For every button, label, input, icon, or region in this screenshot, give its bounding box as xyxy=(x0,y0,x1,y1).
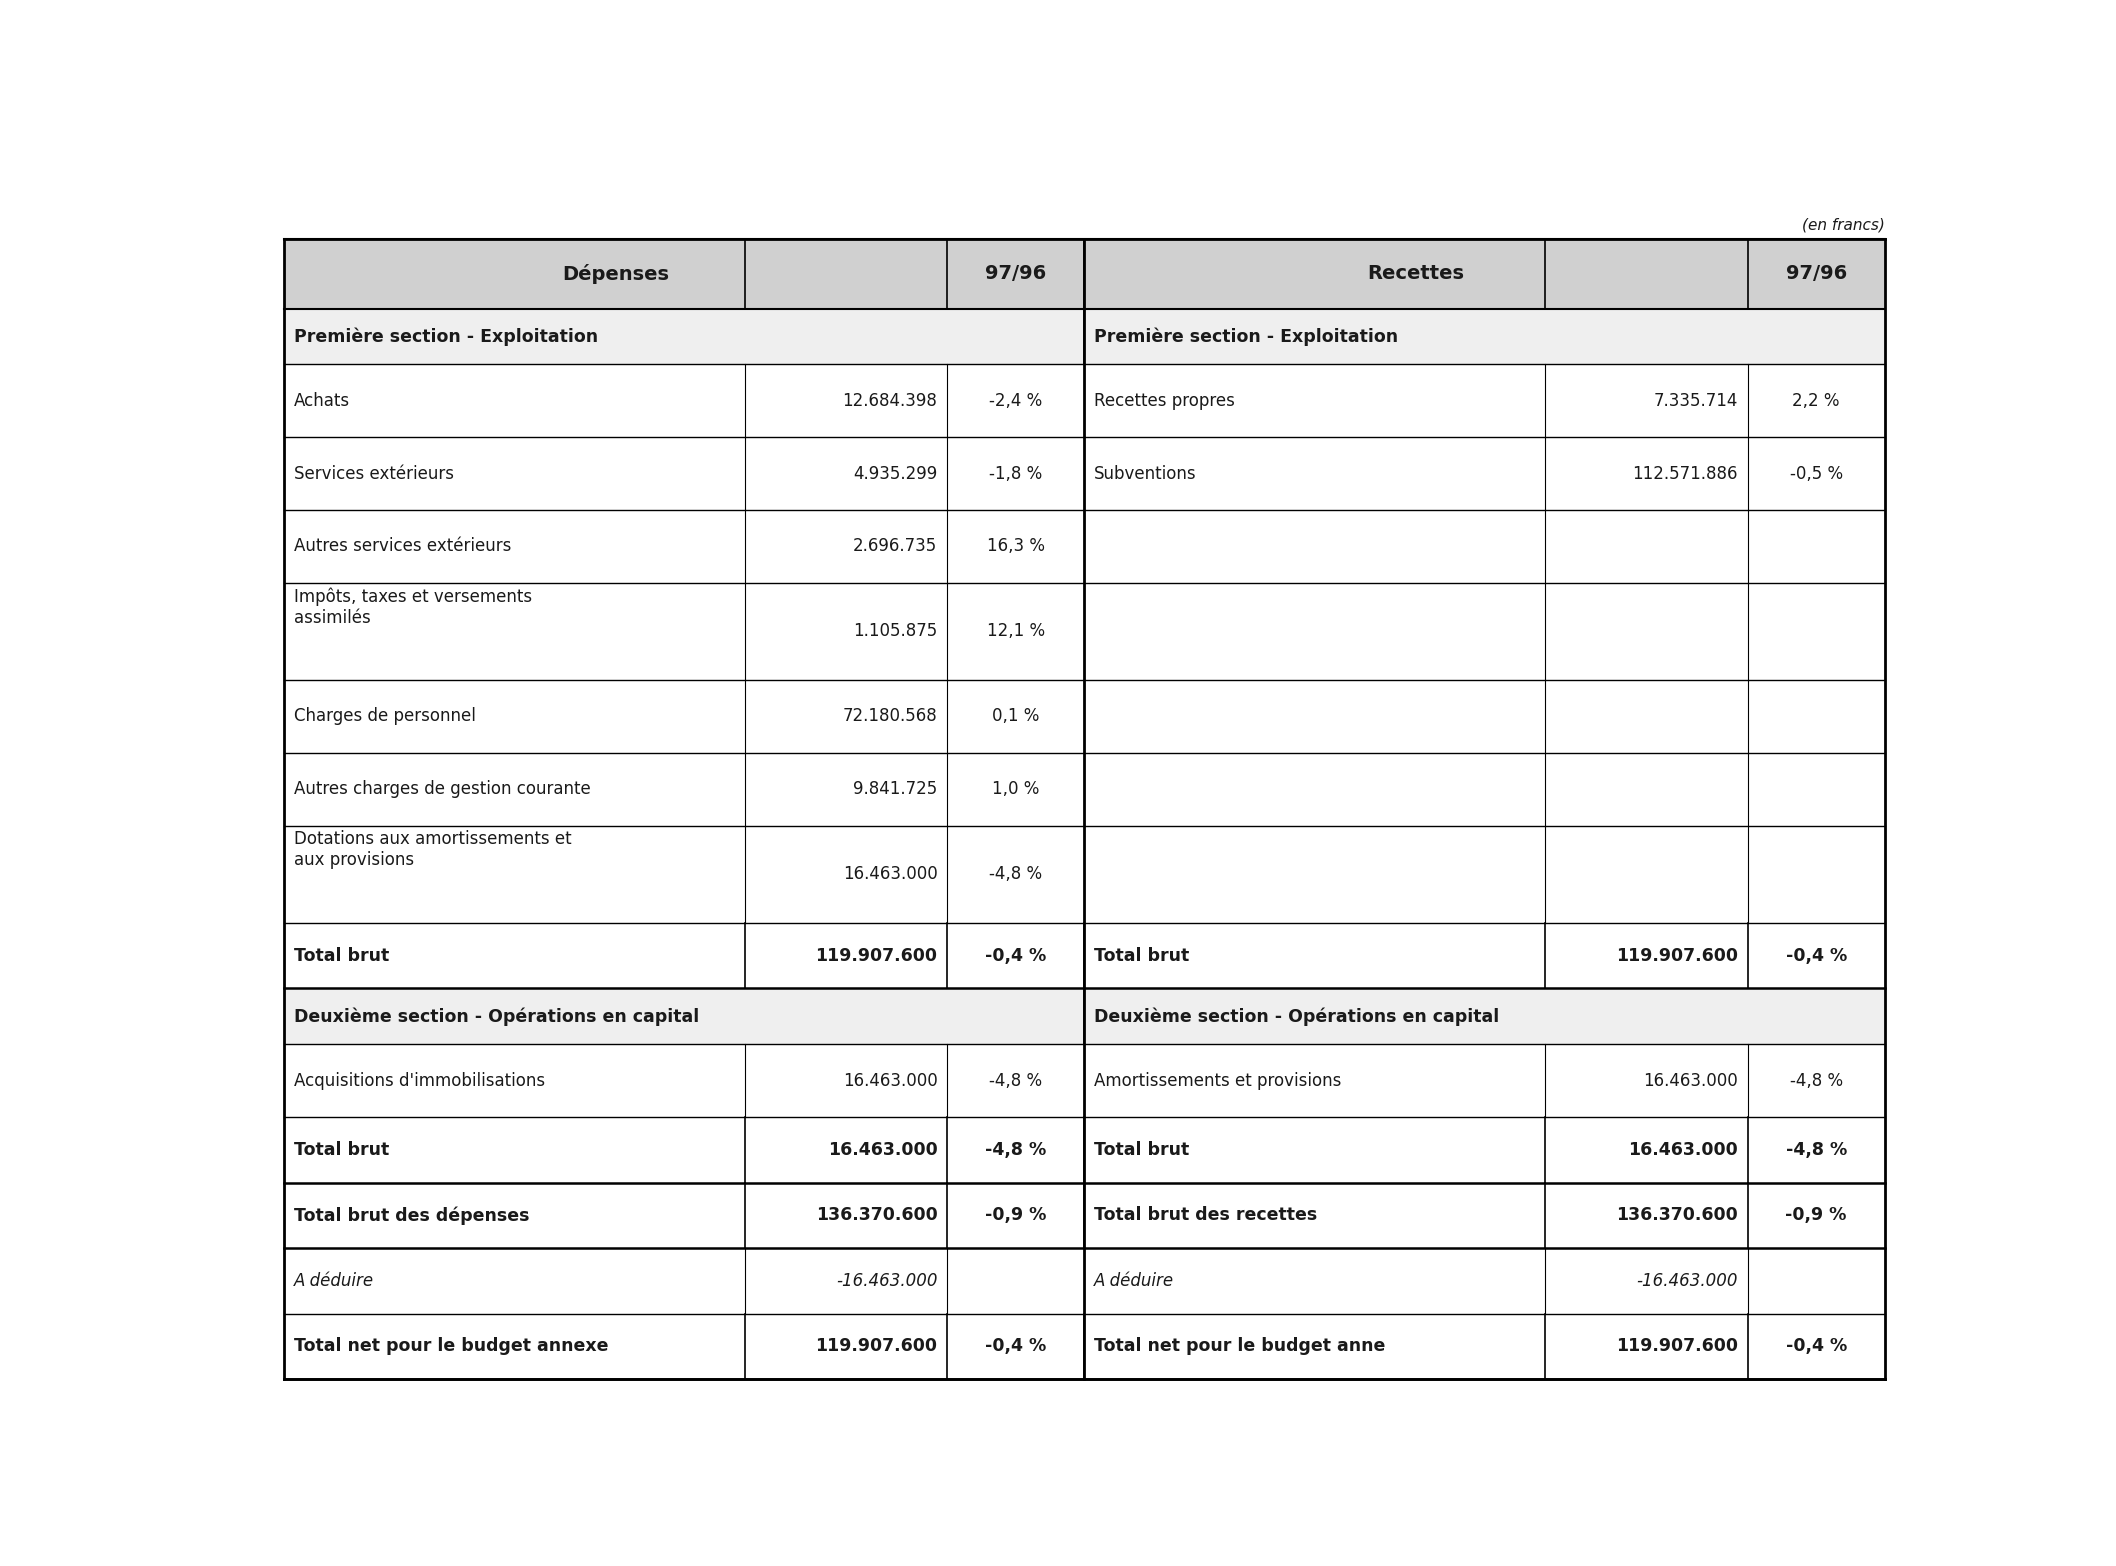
Text: -0,9 %: -0,9 % xyxy=(986,1206,1047,1225)
Text: Recettes: Recettes xyxy=(1367,265,1464,283)
Text: Total net pour le budget anne: Total net pour le budget anne xyxy=(1094,1337,1386,1356)
Text: -2,4 %: -2,4 % xyxy=(990,392,1043,410)
Bar xyxy=(284,1117,1885,1182)
Text: Total brut: Total brut xyxy=(294,1140,389,1159)
Text: A déduire: A déduire xyxy=(1094,1272,1174,1290)
Bar xyxy=(284,680,1885,753)
Text: 1.105.875: 1.105.875 xyxy=(853,622,937,640)
Text: 136.370.600: 136.370.600 xyxy=(1617,1206,1737,1225)
Text: Acquisitions d'immobilisations: Acquisitions d'immobilisations xyxy=(294,1071,546,1090)
Text: -16.463.000: -16.463.000 xyxy=(1636,1272,1737,1290)
Bar xyxy=(284,1248,1885,1314)
Text: 2.696.735: 2.696.735 xyxy=(853,537,937,556)
Text: Total brut: Total brut xyxy=(294,946,389,965)
Text: -1,8 %: -1,8 % xyxy=(990,465,1043,482)
Text: 136.370.600: 136.370.600 xyxy=(815,1206,937,1225)
Text: Autres services extérieurs: Autres services extérieurs xyxy=(294,537,512,556)
Text: Première section - Exploitation: Première section - Exploitation xyxy=(294,327,599,346)
Text: Deuxième section - Opérations en capital: Deuxième section - Opérations en capital xyxy=(294,1007,698,1026)
Text: Amortissements et provisions: Amortissements et provisions xyxy=(1094,1071,1342,1090)
Text: -4,8 %: -4,8 % xyxy=(986,1140,1047,1159)
Bar xyxy=(284,922,1885,988)
Text: 2,2 %: 2,2 % xyxy=(1792,392,1841,410)
Text: Impôts, taxes et versements
assimilés: Impôts, taxes et versements assimilés xyxy=(294,587,531,626)
Text: A déduire: A déduire xyxy=(294,1272,375,1290)
Text: 16.463.000: 16.463.000 xyxy=(842,1071,937,1090)
Text: 119.907.600: 119.907.600 xyxy=(815,946,937,965)
Text: Première section - Exploitation: Première section - Exploitation xyxy=(1094,327,1399,346)
Text: -0,4 %: -0,4 % xyxy=(986,946,1047,965)
Text: -0,9 %: -0,9 % xyxy=(1786,1206,1847,1225)
Bar xyxy=(284,1045,1885,1117)
Text: 112.571.886: 112.571.886 xyxy=(1631,465,1737,482)
Text: Autres charges de gestion courante: Autres charges de gestion courante xyxy=(294,780,590,799)
Text: 119.907.600: 119.907.600 xyxy=(1617,1337,1737,1356)
Text: Total net pour le budget annexe: Total net pour le budget annexe xyxy=(294,1337,609,1356)
Text: -0,4 %: -0,4 % xyxy=(1786,1337,1847,1356)
Text: Services extérieurs: Services extérieurs xyxy=(294,465,455,482)
Text: 16.463.000: 16.463.000 xyxy=(827,1140,937,1159)
Bar xyxy=(284,988,1885,1045)
Text: 97/96: 97/96 xyxy=(986,265,1047,283)
Bar xyxy=(284,583,1885,680)
Text: 9.841.725: 9.841.725 xyxy=(853,780,937,799)
Bar xyxy=(284,309,1885,365)
Text: Total brut des recettes: Total brut des recettes xyxy=(1094,1206,1318,1225)
Text: 12,1 %: 12,1 % xyxy=(986,622,1045,640)
Text: 97/96: 97/96 xyxy=(1786,265,1847,283)
Text: Dotations aux amortissements et
aux provisions: Dotations aux amortissements et aux prov… xyxy=(294,830,571,869)
Text: Recettes propres: Recettes propres xyxy=(1094,392,1236,410)
Bar xyxy=(284,365,1885,437)
Text: Charges de personnel: Charges de personnel xyxy=(294,708,476,725)
Bar xyxy=(1086,238,1885,309)
Text: 12.684.398: 12.684.398 xyxy=(842,392,937,410)
Text: 4.935.299: 4.935.299 xyxy=(853,465,937,482)
Text: -0,5 %: -0,5 % xyxy=(1790,465,1843,482)
Text: -4,8 %: -4,8 % xyxy=(1786,1140,1847,1159)
Text: 1,0 %: 1,0 % xyxy=(992,780,1039,799)
Text: Total brut: Total brut xyxy=(1094,946,1189,965)
Text: 119.907.600: 119.907.600 xyxy=(815,1337,937,1356)
Text: -4,8 %: -4,8 % xyxy=(990,866,1043,883)
Bar xyxy=(284,825,1885,922)
Text: 16.463.000: 16.463.000 xyxy=(1627,1140,1737,1159)
Bar xyxy=(284,437,1885,511)
Text: -0,4 %: -0,4 % xyxy=(986,1337,1047,1356)
Text: 16,3 %: 16,3 % xyxy=(986,537,1045,556)
Text: 119.907.600: 119.907.600 xyxy=(1617,946,1737,965)
Text: Deuxième section - Opérations en capital: Deuxième section - Opérations en capital xyxy=(1094,1007,1500,1026)
Bar xyxy=(284,238,1086,309)
Text: -0,4 %: -0,4 % xyxy=(1786,946,1847,965)
Text: 16.463.000: 16.463.000 xyxy=(842,866,937,883)
Text: (en francs): (en francs) xyxy=(1803,218,1885,232)
Text: 72.180.568: 72.180.568 xyxy=(842,708,937,725)
Text: -16.463.000: -16.463.000 xyxy=(836,1272,937,1290)
Text: 0,1 %: 0,1 % xyxy=(992,708,1039,725)
Text: -4,8 %: -4,8 % xyxy=(1790,1071,1843,1090)
Text: 16.463.000: 16.463.000 xyxy=(1642,1071,1737,1090)
Bar xyxy=(284,1314,1885,1380)
Text: Total brut des dépenses: Total brut des dépenses xyxy=(294,1206,529,1225)
Bar xyxy=(284,1182,1885,1248)
Text: 7.335.714: 7.335.714 xyxy=(1653,392,1737,410)
Text: Dépenses: Dépenses xyxy=(563,263,669,283)
Text: Subventions: Subventions xyxy=(1094,465,1198,482)
Text: Achats: Achats xyxy=(294,392,349,410)
Text: -4,8 %: -4,8 % xyxy=(990,1071,1043,1090)
Text: Total brut: Total brut xyxy=(1094,1140,1189,1159)
Bar xyxy=(284,511,1885,583)
Bar xyxy=(284,753,1885,825)
